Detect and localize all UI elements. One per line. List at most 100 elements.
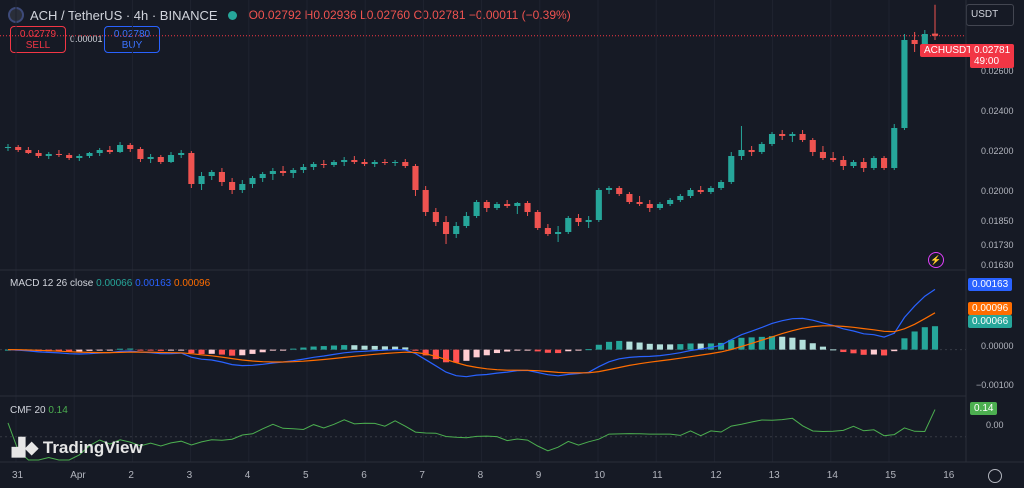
macd-histogram-bar — [544, 349, 551, 353]
settings-gear-icon[interactable] — [988, 469, 1002, 483]
macd-histogram-bar — [137, 349, 144, 351]
candle-body — [412, 166, 419, 190]
ohlc-values: O0.02792 H0.02936 L0.02760 C0.02781 −0.0… — [249, 8, 571, 22]
macd-histogram-bar — [320, 346, 327, 350]
cmf-title: CMF 20 — [10, 405, 46, 416]
market-open-indicator-icon — [227, 10, 237, 20]
candle-body — [493, 204, 501, 208]
ohlc-open: O0.02792 — [248, 8, 302, 22]
macd-histogram-bar — [341, 345, 348, 350]
macd-histogram-bar — [595, 344, 602, 350]
candle-body — [830, 158, 837, 160]
macd-histogram-bar — [901, 338, 908, 350]
macd-histogram-bar — [178, 349, 185, 351]
price-tick-label: 0.01850 — [981, 216, 1014, 226]
macd-hist-tag: 0.00066 — [968, 315, 1013, 328]
macd-histogram-bar — [96, 349, 103, 351]
symbol-title[interactable]: ACH / TetherUS · 4h · BINANCE — [30, 7, 218, 23]
macd-histogram-bar — [76, 349, 83, 352]
candle-body — [779, 134, 786, 136]
candle-body — [931, 33, 939, 36]
candle-body — [218, 172, 225, 182]
macd-histogram-bar — [453, 349, 460, 363]
macd-histogram-bar — [728, 339, 735, 350]
sell-label: SELL — [25, 40, 51, 51]
macd-histogram-bar — [300, 347, 307, 350]
macd-title: MACD 12 26 close — [10, 278, 94, 289]
cmf-value: 0.14 — [48, 405, 68, 416]
candle-body — [891, 128, 898, 168]
lightning-icon[interactable]: ⚡ — [928, 252, 944, 268]
macd-histogram-bar — [493, 349, 501, 354]
candle-body — [167, 155, 175, 162]
candle-body — [259, 174, 266, 178]
cmf-tag: 0.14 — [970, 402, 998, 415]
candle-body — [239, 184, 246, 190]
candle-body — [330, 162, 338, 165]
macd-histogram-bar — [799, 339, 806, 350]
candle-body — [850, 162, 857, 166]
macd-line-value: 0.00163 — [135, 278, 172, 289]
candle-body — [45, 154, 52, 156]
macd-histogram-bar — [330, 345, 338, 350]
macd-histogram-bar — [870, 349, 877, 355]
time-tick-label: 11 — [652, 470, 663, 481]
candle-body — [300, 167, 307, 170]
candle-body — [738, 150, 745, 156]
macd-histogram-bar — [290, 348, 297, 350]
macd-histogram-bar — [575, 349, 582, 351]
macd-histogram-bar — [911, 331, 918, 350]
candle-body — [157, 157, 164, 162]
macd-histogram-bar — [616, 340, 623, 350]
candle-body — [809, 140, 816, 152]
macd-histogram-bar — [127, 348, 134, 350]
cmf-legend[interactable]: CMF 20 0.14 — [10, 405, 68, 416]
sell-price: 0.02779 — [19, 29, 57, 40]
candle-body — [381, 162, 388, 163]
candle-body — [687, 190, 694, 196]
candle-body — [636, 202, 643, 204]
macd-histogram-bar — [239, 349, 246, 356]
candle-body — [147, 157, 154, 159]
macd-histogram-bar — [279, 349, 287, 351]
candle-body — [595, 190, 602, 220]
candle-body — [432, 212, 439, 222]
macd-signal-value: 0.00096 — [174, 278, 211, 289]
candle-body — [768, 134, 776, 144]
candle-body — [707, 188, 714, 192]
candle-body — [840, 160, 847, 166]
candle-body — [677, 196, 684, 200]
candle-body — [310, 164, 317, 167]
candle-body — [15, 147, 22, 150]
macd-histogram-bar — [463, 349, 470, 361]
macd-histogram-bar — [718, 342, 725, 350]
macd-histogram-bar — [218, 349, 225, 355]
candle-body — [127, 145, 134, 149]
price-tick-label: 0.02600 — [981, 66, 1014, 76]
macd-legend[interactable]: MACD 12 26 close 0.00066 0.00163 0.00096 — [10, 278, 210, 289]
macd-histogram-bar — [167, 349, 175, 351]
time-tick-label: 31 — [12, 470, 24, 481]
macd-histogram-bar — [768, 336, 776, 350]
macd-axis-neg: −0.00100 — [976, 380, 1014, 390]
last-price-tag: 0.02781 49:00 — [970, 44, 1015, 68]
macd-hist-value: 0.00066 — [96, 278, 133, 289]
watermark-text: TradingView — [42, 438, 143, 457]
macd-histogram-bar — [86, 349, 93, 351]
price-tick-label: 0.01630 — [981, 260, 1014, 270]
candle-body — [178, 153, 185, 155]
candle-body — [473, 202, 480, 216]
candle-body — [106, 150, 113, 152]
macd-histogram-bar — [392, 346, 399, 350]
price-tick-label: 0.02200 — [981, 146, 1014, 156]
candle-body — [341, 160, 348, 162]
macd-histogram-bar — [626, 341, 633, 350]
macd-histogram-bar — [819, 346, 827, 350]
macd-histogram-bar — [473, 349, 480, 358]
time-tick-label: 7 — [419, 470, 425, 481]
macd-histogram-bar — [188, 349, 195, 354]
sell-button[interactable]: 0.02779 SELL — [10, 26, 66, 53]
price-tick-label: 0.02000 — [981, 186, 1014, 196]
cmf-axis-zero: 0.00 — [986, 420, 1004, 430]
